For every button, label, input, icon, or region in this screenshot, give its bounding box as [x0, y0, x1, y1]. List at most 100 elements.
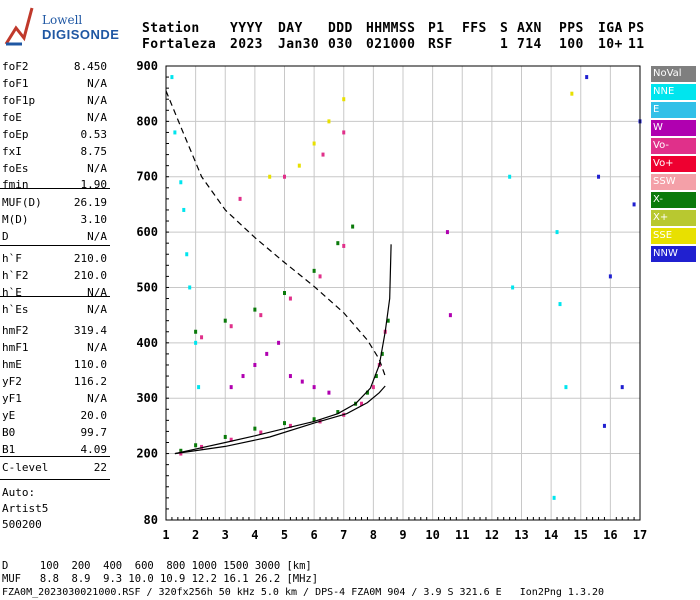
- echo-point-vo: [318, 274, 322, 279]
- x-tick-label: 12: [485, 528, 499, 542]
- solid-trace-curve: [174, 244, 392, 455]
- echo-point-w: [229, 385, 233, 390]
- y-tick-label: 900: [136, 59, 158, 73]
- param-value: 0.53: [80, 128, 108, 141]
- echo-point-w: [327, 390, 331, 395]
- header-value-3: 030: [328, 37, 353, 52]
- echo-point-x: [312, 268, 316, 273]
- echo-point-nne: [555, 230, 559, 235]
- param-row: h`E N/A: [2, 286, 107, 303]
- param-name: yF1: [2, 392, 22, 405]
- header-label-6: FFS: [462, 21, 487, 36]
- echo-point-x: [283, 291, 286, 295]
- param-row: hmF2 319.4: [2, 324, 107, 341]
- auto-label: Auto:: [2, 486, 36, 499]
- x-tick-label: 9: [399, 528, 406, 542]
- echo-point-x: [194, 443, 198, 448]
- param-value: N/A: [87, 94, 107, 107]
- header-label-10: IGA: [598, 21, 623, 36]
- chart-grid: [166, 66, 640, 520]
- param-value: N/A: [87, 162, 107, 175]
- param-row: h`Es N/A: [2, 303, 107, 320]
- echo-point-w: [448, 313, 452, 318]
- param-row: foF1p N/A: [2, 94, 107, 111]
- param-value: 8.75: [80, 145, 108, 158]
- chart-curves: [165, 90, 392, 455]
- echo-point-vo: [229, 324, 233, 329]
- echo-point-nnw: [620, 385, 624, 390]
- echo-point-nne: [564, 385, 568, 390]
- param-name: foEp: [2, 128, 29, 141]
- echo-point-w: [288, 374, 292, 379]
- echo-point-x: [194, 329, 198, 334]
- echo-point-x: [336, 241, 340, 246]
- echo-point-vo: [200, 335, 204, 340]
- param-divider: [0, 479, 110, 480]
- legend-item-nnw: NNW: [651, 246, 696, 262]
- echo-point-x: [365, 390, 369, 395]
- legend-item-vo: Vo-: [651, 138, 696, 154]
- param-row: foF2 8.450: [2, 60, 107, 77]
- echo-point-vo: [238, 196, 242, 201]
- param-name: B1: [2, 443, 16, 456]
- x-tick-label: 2: [192, 528, 199, 542]
- param-name: h`E: [2, 286, 22, 299]
- legend-item-x: X-: [651, 192, 696, 208]
- param-name: MUF(D): [2, 196, 42, 209]
- param-row: foEp 0.53: [2, 128, 107, 145]
- legend-item-nne: NNE: [651, 84, 696, 100]
- param-value: 22: [93, 461, 107, 474]
- header-label-0: Station: [142, 21, 200, 36]
- echo-point-w: [312, 385, 316, 390]
- param-value: 210.0: [73, 252, 107, 265]
- echo-point-nne: [194, 340, 198, 345]
- legend-item-x: X+: [651, 210, 696, 226]
- echo-point-w: [265, 351, 269, 356]
- chart-marks: [170, 75, 642, 500]
- param-divider: [0, 296, 110, 297]
- echo-point-sse: [570, 91, 574, 96]
- param-row: yF2 116.2: [2, 375, 107, 392]
- echo-point-sse: [268, 174, 272, 179]
- header-value-11: 11: [628, 37, 645, 52]
- param-value: N/A: [87, 392, 107, 405]
- echo-point-w: [277, 340, 281, 345]
- x-tick-label: 4: [251, 528, 258, 542]
- param-value: N/A: [87, 230, 107, 243]
- param-value: 20.0: [80, 409, 108, 422]
- param-value: 4.09: [80, 443, 108, 456]
- param-name: M(D): [2, 213, 29, 226]
- param-row: h`F 210.0: [2, 252, 107, 269]
- x-tick-label: 11: [455, 528, 469, 542]
- echo-point-sse: [327, 119, 331, 124]
- header-label-8: AXN: [517, 21, 542, 36]
- echo-point-vo: [342, 243, 346, 248]
- echo-point-vo: [360, 401, 364, 406]
- param-value: N/A: [87, 303, 107, 316]
- echo-point-vo: [200, 444, 204, 449]
- echo-point-nne: [179, 180, 183, 185]
- echo-point-nne: [188, 285, 192, 290]
- chart-axes: 1 2 3 4 5 6 7 8 9 10 11 12 13 14 15 16 17802003004005006…: [136, 59, 647, 542]
- echo-point-x: [351, 224, 355, 229]
- header-value-7: 1: [500, 37, 509, 52]
- header-value-2: Jan30: [278, 37, 320, 52]
- param-row: fxI 8.75: [2, 145, 107, 162]
- param-name: hmE: [2, 358, 22, 371]
- echo-point-vo: [229, 437, 233, 442]
- x-tick-label: 16: [603, 528, 617, 542]
- echo-point-nne: [508, 174, 512, 179]
- legend-item-vo: Vo+: [651, 156, 696, 172]
- param-value: 8.450: [73, 60, 107, 73]
- param-name: fmin: [2, 178, 29, 191]
- x-tick-label: 1: [162, 528, 169, 542]
- echo-point-x: [336, 410, 340, 415]
- param-value: N/A: [87, 111, 107, 124]
- header-label-11: PS: [628, 21, 645, 36]
- param-value: 3.10: [80, 213, 108, 226]
- echo-point-sse: [342, 97, 346, 102]
- echo-point-x: [374, 374, 378, 379]
- param-divider: [0, 188, 110, 189]
- x-tick-label: 15: [574, 528, 588, 542]
- param-row: fmin 1.90: [2, 178, 107, 195]
